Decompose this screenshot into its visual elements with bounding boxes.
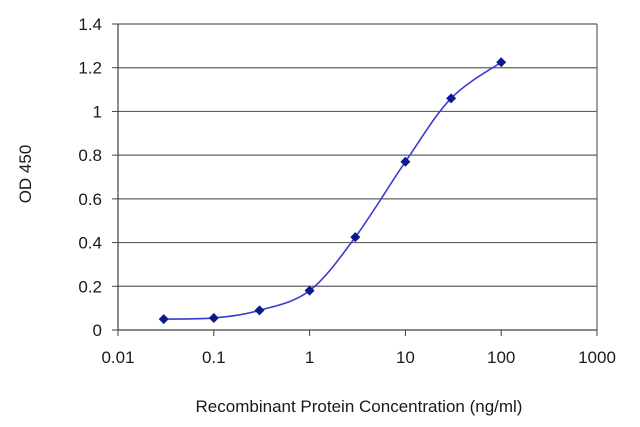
data-point bbox=[446, 93, 457, 104]
data-point bbox=[208, 312, 219, 323]
y-tick-label: 0.4 bbox=[78, 234, 102, 253]
x-tick-label: 1000 bbox=[578, 348, 616, 367]
data-point bbox=[158, 314, 169, 325]
x-tick-labels: 0.01 0.1 1 10 100 1000 bbox=[101, 348, 615, 367]
x-tick-label: 0.01 bbox=[101, 348, 134, 367]
x-axis-label: Recombinant Protein Concentration (ng/ml… bbox=[196, 397, 523, 416]
y-tick-label: 1.4 bbox=[78, 15, 102, 34]
data-point bbox=[254, 305, 265, 316]
data-point bbox=[400, 156, 411, 167]
y-tick-label: 0 bbox=[93, 321, 102, 340]
data-point bbox=[496, 57, 507, 68]
y-tick-label: 1.2 bbox=[78, 59, 102, 78]
grid-lines bbox=[118, 23, 597, 287]
data-point bbox=[350, 232, 361, 243]
x-tick-label: 1 bbox=[305, 348, 314, 367]
x-tick-label: 10 bbox=[396, 348, 415, 367]
series-line bbox=[163, 61, 502, 320]
y-tick-label: 0.6 bbox=[78, 190, 102, 209]
x-tick-label: 0.1 bbox=[202, 348, 226, 367]
axes bbox=[112, 23, 598, 336]
y-axis-label: OD 450 bbox=[16, 145, 35, 204]
y-tick-labels: 0 0.2 0.4 0.6 0.8 1 1.2 1.4 bbox=[78, 15, 102, 340]
x-tick-label: 100 bbox=[487, 348, 515, 367]
series bbox=[158, 57, 507, 325]
data-point bbox=[304, 285, 315, 296]
y-tick-label: 0.2 bbox=[78, 277, 102, 296]
y-tick-label: 1 bbox=[93, 102, 102, 121]
y-tick-label: 0.8 bbox=[78, 146, 102, 165]
